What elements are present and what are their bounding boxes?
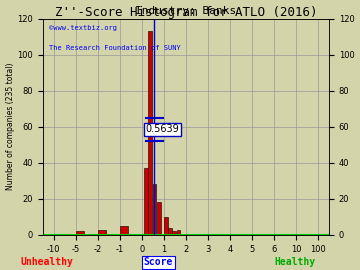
Bar <box>120 226 128 235</box>
Bar <box>144 168 148 235</box>
Bar <box>153 184 157 235</box>
Bar <box>157 202 161 235</box>
Text: Score: Score <box>144 257 173 267</box>
Bar <box>148 31 152 235</box>
Text: Industry: Banks: Industry: Banks <box>135 6 237 16</box>
Text: ©www.textbiz.org: ©www.textbiz.org <box>49 25 117 31</box>
Text: Unhealthy: Unhealthy <box>21 257 73 267</box>
Bar <box>168 228 172 235</box>
Text: The Research Foundation of SUNY: The Research Foundation of SUNY <box>49 45 180 50</box>
Y-axis label: Number of companies (235 total): Number of companies (235 total) <box>5 63 14 191</box>
Bar <box>76 231 84 235</box>
Bar <box>98 230 106 235</box>
Title: Z''-Score Histogram for ATLO (2016): Z''-Score Histogram for ATLO (2016) <box>55 6 317 19</box>
Text: 0.5639: 0.5639 <box>146 124 180 134</box>
Bar <box>172 231 176 235</box>
Text: Healthy: Healthy <box>275 257 316 267</box>
Bar <box>177 230 180 235</box>
Bar <box>164 217 168 235</box>
